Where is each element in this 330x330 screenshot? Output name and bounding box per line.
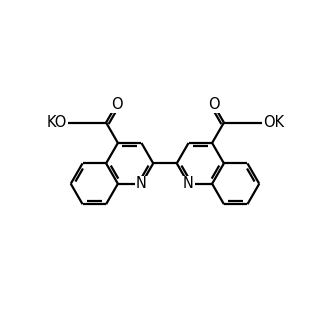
Text: O: O — [111, 97, 122, 112]
Text: OK: OK — [263, 115, 284, 130]
Text: N: N — [183, 176, 194, 191]
Text: KO: KO — [47, 115, 67, 130]
Text: N: N — [136, 176, 147, 191]
Text: O: O — [208, 97, 219, 112]
